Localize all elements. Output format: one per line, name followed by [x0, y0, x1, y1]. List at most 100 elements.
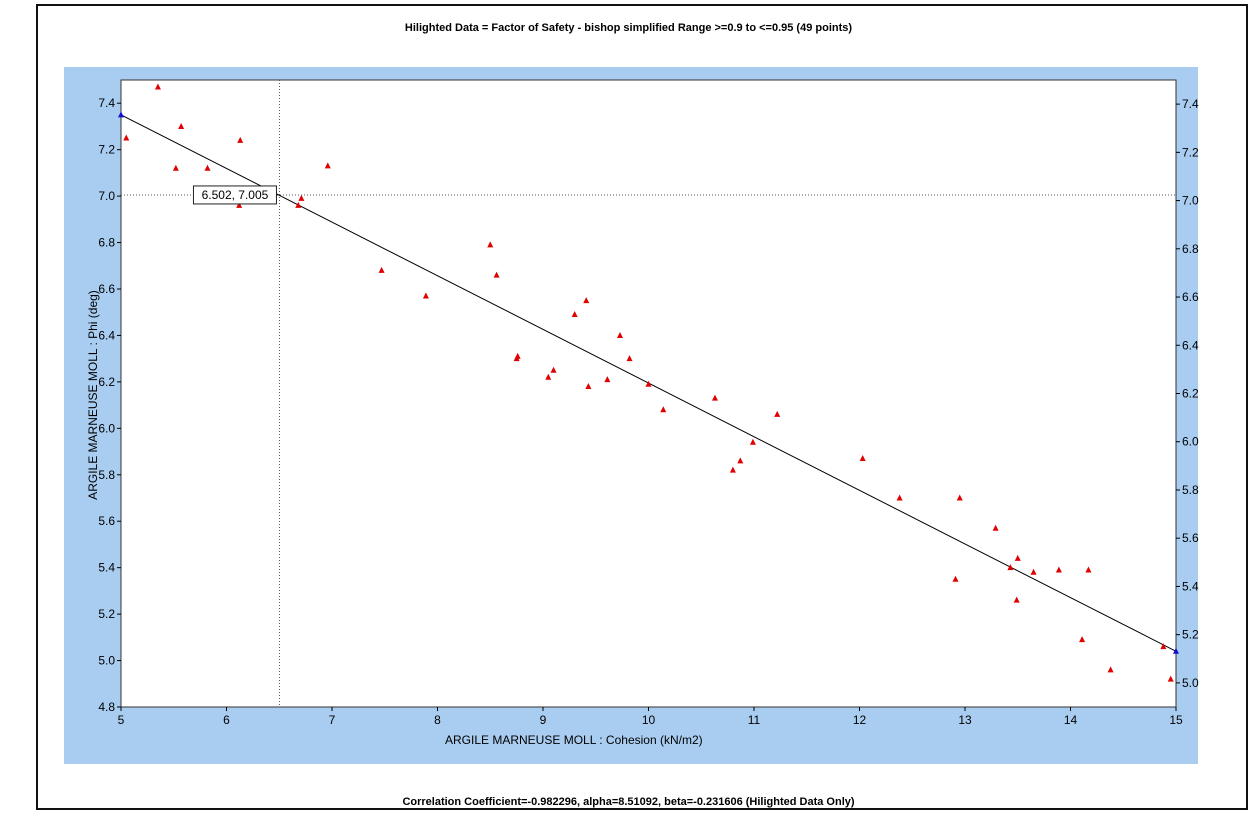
data-point — [626, 355, 633, 362]
data-point — [1079, 636, 1086, 643]
data-point — [154, 83, 161, 90]
data-point — [604, 376, 611, 383]
data-point — [1014, 554, 1021, 561]
x-tick-label: 11 — [748, 713, 761, 727]
x-tick-label: 10 — [642, 713, 656, 727]
data-point — [585, 383, 592, 390]
data-point — [1160, 643, 1167, 650]
x-tick-label: 7 — [329, 713, 336, 727]
data-point — [1030, 568, 1037, 575]
right-y-tick-label: 6.2 — [1182, 387, 1199, 401]
right-y-tick-label: 7.0 — [1182, 194, 1199, 208]
data-point — [737, 457, 744, 464]
data-point — [378, 266, 385, 273]
data-point — [774, 410, 781, 417]
left-y-tick-label: 5.0 — [98, 654, 115, 668]
right-y-tick-label: 6.6 — [1182, 290, 1199, 304]
data-point — [1107, 666, 1114, 673]
left-y-tick-label: 4.8 — [98, 700, 115, 714]
left-y-tick-label: 5.4 — [98, 561, 115, 575]
data-point — [172, 164, 179, 171]
data-point — [992, 524, 999, 531]
data-point — [1013, 596, 1020, 603]
x-tick-label: 15 — [1169, 713, 1183, 727]
right-y-tick-label: 5.8 — [1182, 483, 1199, 497]
cursor-readout-label: 6.502, 7.005 — [202, 188, 269, 202]
left-y-tick-label: 6.4 — [98, 328, 115, 342]
right-y-tick-label: 6.0 — [1182, 435, 1199, 449]
right-y-tick-label: 5.4 — [1182, 579, 1199, 593]
data-point — [295, 201, 302, 208]
x-axis-label: ARGILE MARNEUSE MOLL : Cohesion (kN/m2) — [445, 733, 703, 747]
x-tick-label: 12 — [853, 713, 867, 727]
x-tick-label: 5 — [118, 713, 125, 727]
right-y-tick-label: 5.0 — [1182, 676, 1199, 690]
left-y-tick-label: 6.6 — [98, 282, 115, 296]
data-point — [583, 297, 590, 304]
data-point — [298, 194, 305, 201]
data-point — [749, 438, 756, 445]
left-y-tick-label: 7.0 — [98, 189, 115, 203]
x-tick-label: 8 — [434, 713, 441, 727]
cursor-readout-box — [192, 185, 277, 205]
cursor-readout: 6.502, 7.005 — [192, 185, 277, 205]
right-y-tick-label: 7.2 — [1182, 145, 1199, 159]
x-tick-label: 13 — [958, 713, 972, 727]
x-axis: 5 6 7 8 9 10 11 12 13 14 15 — [118, 707, 1183, 727]
data-point — [487, 241, 494, 248]
right-y-tick-label: 5.2 — [1182, 628, 1199, 642]
data-point — [956, 494, 963, 501]
left-y-tick-label: 6.2 — [98, 375, 115, 389]
data-point — [550, 366, 557, 373]
right-y-tick-label: 6.4 — [1182, 338, 1199, 352]
data-point — [514, 352, 521, 359]
data-point — [324, 162, 331, 169]
data-point — [711, 394, 718, 401]
data-point — [545, 373, 552, 380]
right-y-tick-label: 6.8 — [1182, 242, 1199, 256]
left-y-tick-label: 7.2 — [98, 143, 115, 157]
data-point — [237, 136, 244, 143]
data-point — [1167, 675, 1174, 682]
left-y-tick-label: 5.6 — [98, 514, 115, 528]
regression-stats: Correlation Coefficient=-0.982296, alpha… — [402, 796, 855, 808]
left-y-tick-label: 6.0 — [98, 421, 115, 435]
y-axis-label: ARGILE MARNEUSE MOLL : Phi (deg) — [86, 290, 100, 500]
data-point — [204, 164, 211, 171]
cursor-crosshair — [121, 80, 1176, 707]
data-point — [1007, 564, 1014, 571]
left-y-axis: 4.8 5.0 5.2 5.4 5.6 5.8 6.0 6.2 6.4 6.6 6.8 7.0 7.2 7… — [98, 96, 121, 714]
regression-endpoints — [118, 111, 1179, 654]
data-point — [859, 455, 866, 462]
data-points — [123, 83, 1174, 682]
data-point — [493, 271, 500, 278]
x-tick-label: 9 — [540, 713, 547, 727]
right-y-axis: 5.0 5.2 5.4 5.6 5.8 6.0 6.2 6.4 6.6 6.8 7.0 7.2 7.4 — [1176, 97, 1199, 690]
data-point — [729, 466, 736, 473]
x-tick-label: 14 — [1064, 713, 1078, 727]
data-point — [1055, 566, 1062, 573]
left-y-tick-label: 6.8 — [98, 236, 115, 250]
data-point — [123, 134, 130, 141]
data-point — [422, 292, 429, 299]
right-y-tick-label: 7.4 — [1182, 97, 1199, 111]
chart-title: Hilighted Data = Factor of Safety - bish… — [404, 22, 853, 34]
regression-endpoint — [118, 111, 124, 118]
right-y-tick-label: 5.6 — [1182, 531, 1199, 545]
left-y-tick-label: 5.2 — [98, 607, 115, 621]
data-point — [236, 201, 243, 208]
data-point — [660, 406, 667, 413]
data-point — [178, 122, 185, 129]
data-point — [571, 311, 578, 318]
data-point — [952, 575, 959, 582]
regression-endpoint — [1173, 647, 1179, 654]
x-tick-label: 6 — [223, 713, 230, 727]
data-point — [645, 380, 652, 387]
plot-area[interactable] — [120, 79, 1177, 708]
left-y-tick-label: 7.4 — [98, 96, 115, 110]
data-point — [617, 331, 624, 338]
left-y-tick-label: 5.8 — [98, 468, 115, 482]
data-point — [1085, 566, 1092, 573]
data-point — [896, 494, 903, 501]
